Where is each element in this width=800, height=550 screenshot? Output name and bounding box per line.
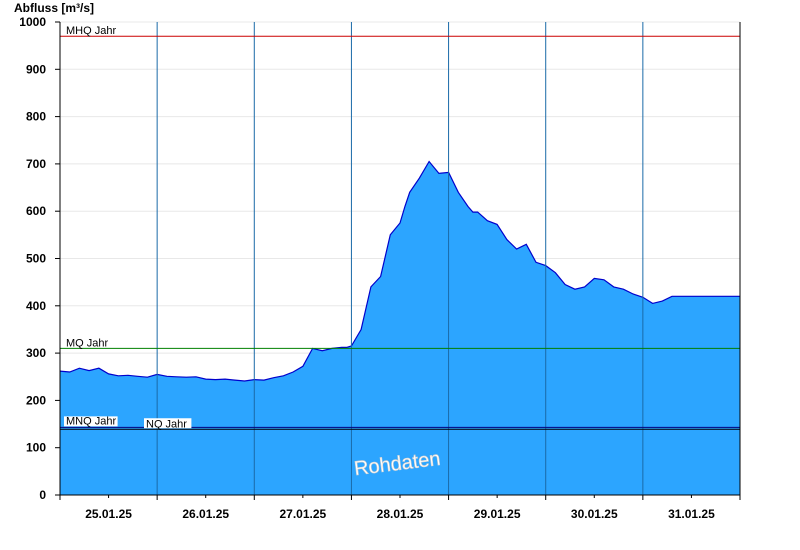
reference-label-bg bbox=[64, 337, 112, 348]
reference-lines: MHQ Jahr MQ Jahr MNQ Jahr NQ Jahr bbox=[60, 25, 740, 430]
reference-label-bg bbox=[144, 418, 192, 429]
y-tick-label: 900 bbox=[26, 62, 46, 76]
discharge-fill bbox=[60, 161, 740, 495]
reference-label: MQ Jahr bbox=[66, 337, 109, 349]
y-tick-label: 500 bbox=[26, 252, 46, 266]
y-tick-label: 0 bbox=[39, 488, 46, 502]
discharge-line bbox=[59, 160, 740, 382]
y-tick-label: 400 bbox=[26, 299, 46, 313]
y-tick-label: 600 bbox=[26, 204, 46, 218]
x-tick-label: 30.01.25 bbox=[571, 507, 618, 521]
reference-label: MHQ Jahr bbox=[66, 25, 116, 37]
x-tick-label: 31.01.25 bbox=[668, 507, 715, 521]
x-tick-label: 25.01.25 bbox=[85, 507, 132, 521]
x-tick-label: 29.01.25 bbox=[474, 507, 521, 521]
x-tick-label: 28.01.25 bbox=[377, 507, 424, 521]
x-tick-label: 27.01.25 bbox=[279, 507, 326, 521]
day-dividers bbox=[156, 22, 644, 495]
discharge-area bbox=[59, 160, 740, 495]
reference-label-bg bbox=[64, 25, 118, 36]
y-tick-label: 200 bbox=[26, 393, 46, 407]
axes: 0 100 200 300 400 500 600 700 800 900 1000 25.01.25… bbox=[19, 15, 741, 521]
y-tick-label: 800 bbox=[26, 110, 46, 124]
y-tick-label: 700 bbox=[26, 157, 46, 171]
reference-label: MNQ Jahr bbox=[66, 415, 116, 427]
x-tick-label: 26.01.25 bbox=[182, 507, 229, 521]
y-axis-label: Abfluss [m³/s] bbox=[14, 1, 95, 15]
reference-label-bg bbox=[64, 416, 118, 427]
reference-label: NQ Jahr bbox=[146, 418, 187, 430]
y-tick-label: 1000 bbox=[19, 15, 46, 29]
y-tick-label: 100 bbox=[26, 441, 46, 455]
y-tick-label: 300 bbox=[26, 346, 46, 360]
